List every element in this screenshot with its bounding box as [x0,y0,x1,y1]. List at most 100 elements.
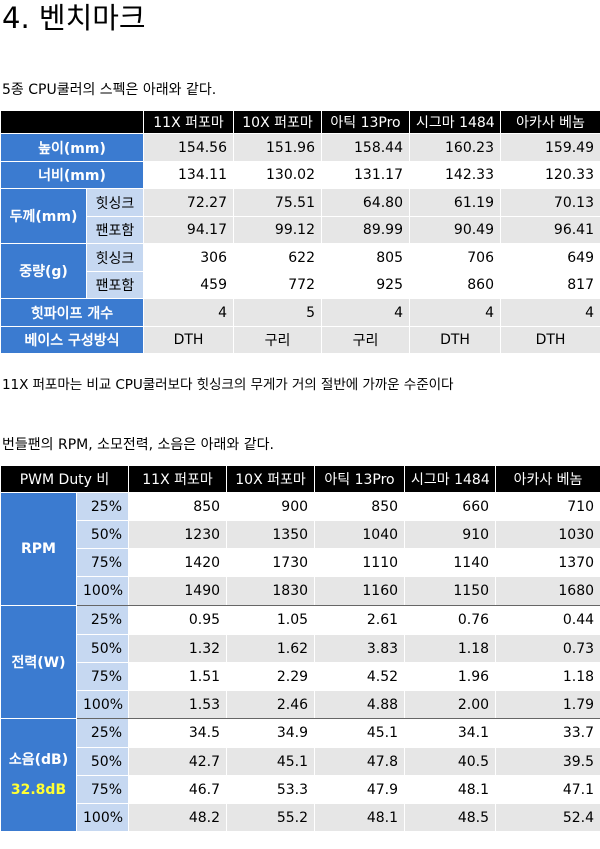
cell: 459 [143,271,234,299]
cell: 1230 [128,520,228,549]
cell: 47.9 [314,775,406,804]
row-label: 너비(mm) [0,161,144,189]
height-row: 높이(mm) 154.56 151.96 158.44 160.23 159.4… [0,133,600,162]
power-label: 전력(W) [0,605,77,719]
power-row: 100% 1.53 2.46 4.88 2.00 1.79 [0,690,600,719]
cell: 1110 [314,548,406,577]
cell: 0.76 [404,605,497,635]
row-label: 중량(g) [0,243,87,299]
cell: 3.83 [314,634,406,663]
fan-header-row: PWM Duty 비 11X 퍼포마 10X 퍼포마 아틱 13Pro 시그마 … [0,465,600,493]
cell: 구리 [321,326,410,354]
cell: 45.1 [314,718,406,748]
noise-row: 100% 48.2 55.2 48.1 48.5 52.4 [0,803,600,832]
cell: 2.46 [226,690,316,719]
cell: 860 [409,271,501,299]
rpm-row: 100% 1490 1830 1160 1150 1680 [0,576,600,606]
cell: 1.18 [404,634,497,663]
cell: 72.27 [143,188,234,217]
noise-row: 소음(dB) 32.8dB 25% 34.5 34.9 45.1 34.1 33… [0,718,600,832]
cell: 4 [321,298,410,327]
cell: 구리 [233,326,322,354]
cell: 1.32 [128,634,228,663]
cell: 46.7 [128,775,228,804]
spec-table: 11X 퍼포마 10X 퍼포마 아틱 13Pro 시그마 1484 아카사 베놈… [0,110,600,354]
cell: 706 [409,243,501,272]
cell: 1.79 [495,690,600,719]
cell: 34.5 [128,718,228,748]
cell: 1.96 [404,662,497,691]
duty-cell: 100% [75,690,130,719]
cell: 2.00 [404,690,497,719]
rpm-row: 50% 1230 1350 1040 910 1030 [0,520,600,549]
base-row: 베이스 구성방식 DTH 구리 구리 DTH DTH [0,326,600,354]
spec-note-text: 11X 퍼포마는 비교 CPU쿨러보다 힛싱크의 무게가 거의 절반에 가까운 … [2,377,454,393]
column-header: 아카사 베놈 [500,110,600,134]
cell: DTH [409,326,501,354]
duty-cell: 75% [75,662,130,691]
width-row: 너비(mm) 134.11 130.02 131.17 142.33 120.3… [0,161,600,189]
cell: 48.1 [404,775,497,804]
duty-cell: 100% [75,576,130,606]
cell: 900 [226,492,316,521]
cell: DTH [500,326,600,354]
duty-cell: 75% [75,775,130,804]
noise-label: 소음(dB) 32.8dB [0,718,77,832]
fan-table: PWM Duty 비 11X 퍼포마 10X 퍼포마 아틱 13Pro 시그마 … [0,465,600,832]
column-header: 아틱 13Pro [314,465,406,493]
cell: 154.56 [143,133,234,162]
cell: 1350 [226,520,316,549]
cell: 48.5 [404,803,497,832]
cell: 64.80 [321,188,410,217]
duty-cell: 50% [75,634,130,663]
cell: 47.8 [314,747,406,776]
cell: 1730 [226,548,316,577]
column-header: 11X 퍼포마 [128,465,228,493]
noise-label-text: 소음(dB) [8,752,69,768]
cell: 5 [233,298,322,327]
cell: 1830 [226,576,316,606]
row-label: 두께(mm) [0,188,87,244]
column-header: 아틱 13Pro [321,110,410,134]
duty-cell: 25% [75,718,130,748]
cell: 850 [314,492,406,521]
row-label: 높이(mm) [0,133,144,162]
row-label: 힛파이프 개수 [0,298,144,327]
spec-intro-text: 5종 CPU쿨러의 스펙은 아래와 같다. [2,82,217,98]
sub-label: 팬포함 [86,216,144,244]
row-label: 베이스 구성방식 [0,326,144,354]
duty-cell: 25% [75,605,130,635]
cell: 34.9 [226,718,316,748]
rpm-row: 75% 1420 1730 1110 1140 1370 [0,548,600,577]
cell: 4.88 [314,690,406,719]
cell: 805 [321,243,410,272]
fan-intro-text: 번들팬의 RPM, 소모전력, 소음은 아래와 같다. [2,437,274,453]
cell: 1040 [314,520,406,549]
cell: 61.19 [409,188,501,217]
cell: 2.29 [226,662,316,691]
thickness-heatsink-row: 두께(mm) 힛싱크 72.27 75.51 64.80 61.19 70.13 [0,188,600,244]
cell: 53.3 [226,775,316,804]
cell: 4 [500,298,600,327]
cell: 48.2 [128,803,228,832]
cell: DTH [143,326,234,354]
cell: 817 [500,271,600,299]
duty-cell: 50% [75,747,130,776]
cell: 130.02 [233,161,322,189]
column-header: 아카사 베놈 [495,465,600,493]
cell: 1420 [128,548,228,577]
cell: 96.41 [500,216,600,244]
spec-header-row: 11X 퍼포마 10X 퍼포마 아틱 13Pro 시그마 1484 아카사 베놈 [0,110,600,134]
cell: 649 [500,243,600,272]
cell: 39.5 [495,747,600,776]
cell: 1.18 [495,662,600,691]
noise-row: 75% 46.7 53.3 47.9 48.1 47.1 [0,775,600,804]
cell: 151.96 [233,133,322,162]
cell: 34.1 [404,718,497,748]
cell: 47.1 [495,775,600,804]
rpm-row: RPM 25% 850 900 850 660 710 [0,492,600,606]
cell: 0.44 [495,605,600,635]
column-header: 10X 퍼포마 [226,465,316,493]
cell: 0.95 [128,605,228,635]
cell: 70.13 [500,188,600,217]
